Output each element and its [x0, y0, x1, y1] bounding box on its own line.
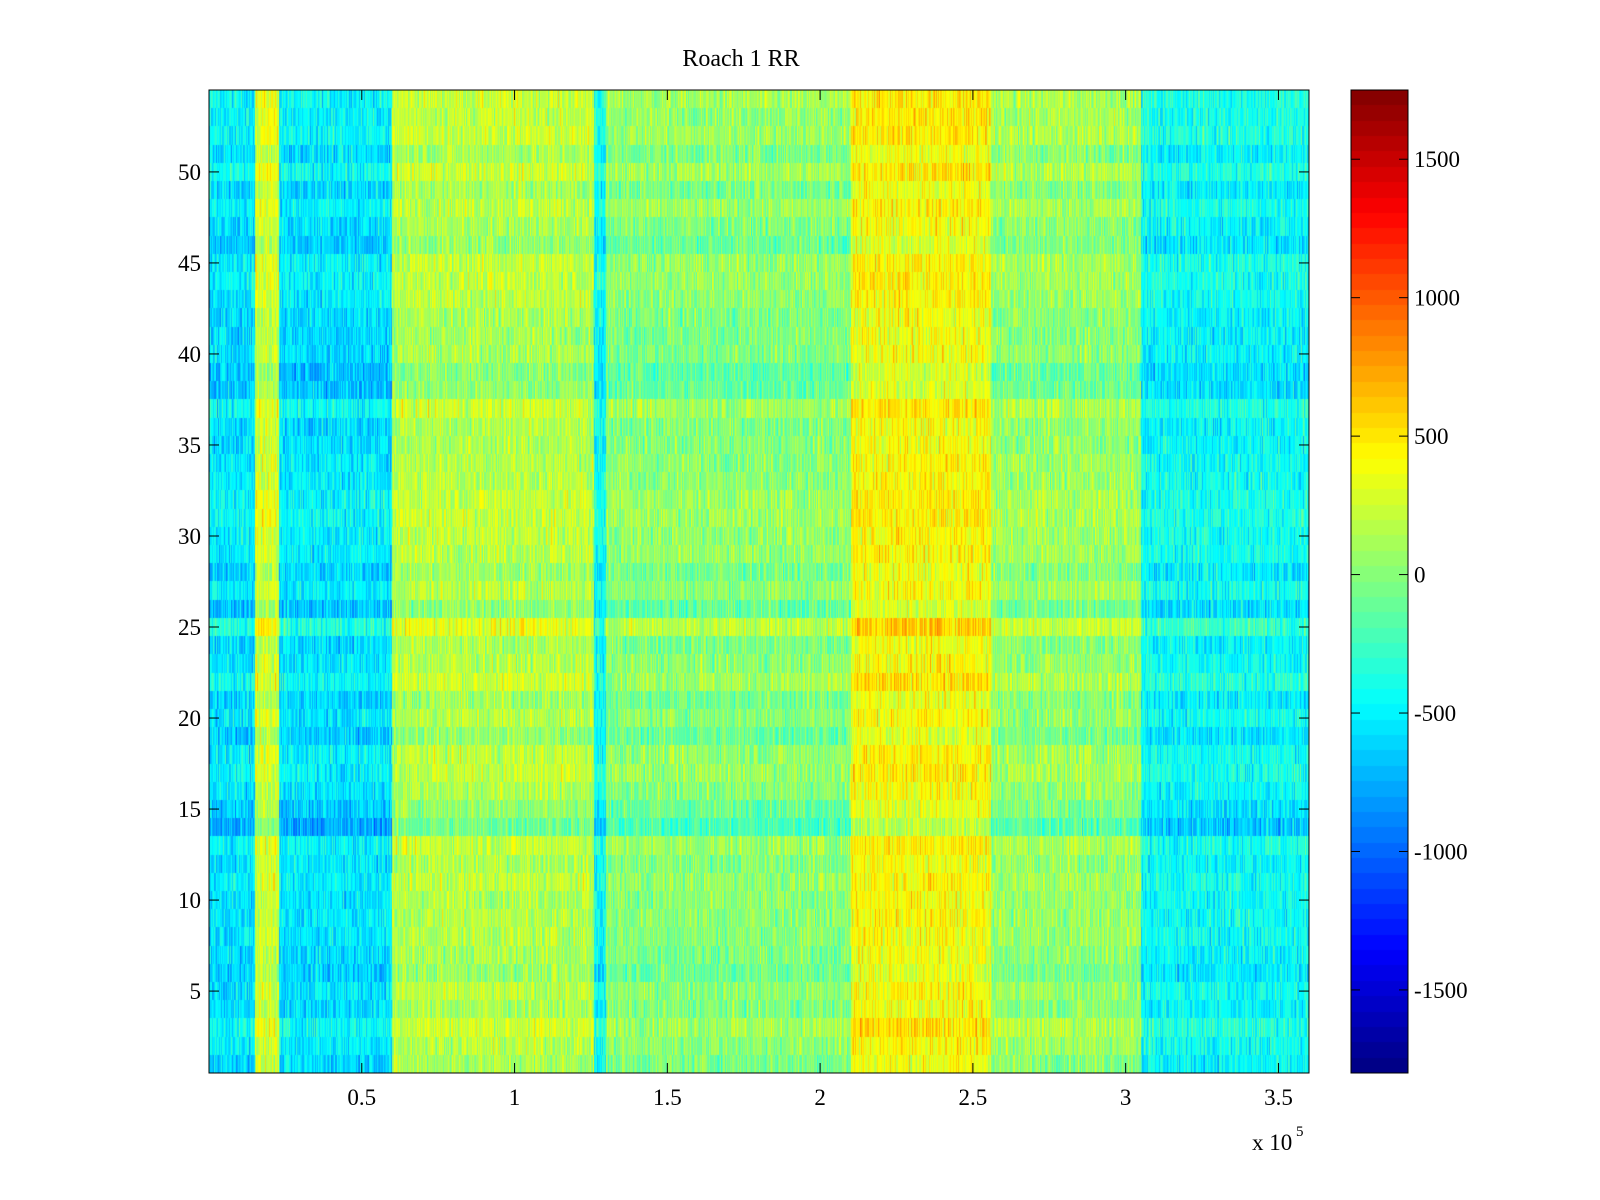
colorbar — [1351, 90, 1408, 1073]
colorbar-tick-label: -500 — [1414, 701, 1456, 726]
x-axis: 0.5 1 1.5 2 2.5 3 3.5 — [347, 90, 1293, 1110]
x-tick-label: 2 — [814, 1085, 826, 1110]
y-tick-label: 20 — [178, 706, 201, 731]
x-exponent-value: 5 — [1296, 1124, 1304, 1140]
colorbar-frame — [1350, 89, 1409, 1074]
x-tick-label: 0.5 — [347, 1085, 376, 1110]
plot-frame — [208, 89, 1310, 1074]
x-tick-label: 1.5 — [653, 1085, 682, 1110]
x-tick-label: 1 — [509, 1085, 521, 1110]
x-exponent-label: x 10 — [1252, 1130, 1292, 1155]
chart-title: Roach 1 RR — [682, 46, 799, 72]
colorbar-tick-label: -1000 — [1414, 839, 1468, 864]
y-tick-label: 30 — [178, 524, 201, 549]
x-tick-label: 2.5 — [959, 1085, 988, 1110]
colorbar-tick-label: 0 — [1414, 563, 1426, 588]
y-tick-label: 15 — [178, 797, 201, 822]
colorbar-tick-label: 1000 — [1414, 286, 1460, 311]
x-tick-label: 3 — [1120, 1085, 1132, 1110]
y-tick-label: 35 — [178, 433, 201, 458]
colorbar-tick-label: 1500 — [1414, 147, 1460, 172]
y-tick-label: 5 — [190, 979, 202, 1004]
x-tick-label: 3.5 — [1264, 1085, 1293, 1110]
colorbar-axis: -1500 -1000 -500 0 500 1000 1500 — [1351, 147, 1468, 1003]
y-tick-label: 25 — [178, 615, 201, 640]
y-tick-label: 40 — [178, 342, 201, 367]
y-tick-label: 45 — [178, 251, 201, 276]
colorbar-tick-label: -1500 — [1414, 978, 1468, 1003]
y-tick-label: 50 — [178, 160, 201, 185]
heatmap-cells — [209, 90, 1309, 1073]
y-axis: 5 10 15 20 25 30 35 40 45 50 — [178, 160, 1309, 1004]
colorbar-tick-label: 500 — [1414, 424, 1449, 449]
y-tick-label: 10 — [178, 888, 201, 913]
